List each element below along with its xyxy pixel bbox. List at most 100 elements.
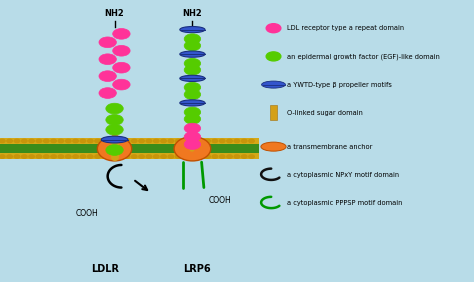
Circle shape bbox=[65, 139, 71, 143]
Circle shape bbox=[109, 139, 115, 143]
Ellipse shape bbox=[97, 136, 132, 161]
Circle shape bbox=[58, 139, 64, 143]
Circle shape bbox=[88, 155, 93, 158]
Ellipse shape bbox=[262, 81, 285, 88]
Circle shape bbox=[184, 41, 201, 51]
Circle shape bbox=[212, 139, 218, 143]
Circle shape bbox=[168, 139, 173, 143]
Circle shape bbox=[95, 155, 100, 158]
Circle shape bbox=[44, 139, 49, 143]
Circle shape bbox=[168, 155, 173, 158]
Circle shape bbox=[95, 139, 100, 143]
Circle shape bbox=[205, 155, 210, 158]
Circle shape bbox=[139, 139, 144, 143]
Circle shape bbox=[113, 79, 130, 90]
Text: a cytoplasmic PPPSP motif domain: a cytoplasmic PPPSP motif domain bbox=[287, 200, 402, 206]
Circle shape bbox=[139, 155, 144, 158]
Circle shape bbox=[219, 155, 225, 158]
Circle shape bbox=[227, 155, 232, 158]
Circle shape bbox=[21, 155, 27, 158]
Circle shape bbox=[113, 28, 130, 39]
Circle shape bbox=[124, 155, 130, 158]
Circle shape bbox=[183, 139, 188, 143]
Text: COOH: COOH bbox=[76, 209, 99, 218]
Circle shape bbox=[184, 89, 201, 100]
Circle shape bbox=[106, 124, 123, 135]
Circle shape bbox=[124, 139, 130, 143]
Circle shape bbox=[7, 139, 12, 143]
Circle shape bbox=[205, 139, 210, 143]
Circle shape bbox=[190, 139, 196, 143]
Circle shape bbox=[234, 155, 240, 158]
Circle shape bbox=[102, 139, 108, 143]
Text: a cytoplasmic NPxY motif domain: a cytoplasmic NPxY motif domain bbox=[287, 172, 400, 178]
Circle shape bbox=[161, 139, 166, 143]
Circle shape bbox=[113, 45, 130, 56]
Circle shape bbox=[184, 34, 201, 44]
Text: an epidermal growth factor (EGF)-like domain: an epidermal growth factor (EGF)-like do… bbox=[287, 53, 440, 60]
Circle shape bbox=[212, 155, 218, 158]
Circle shape bbox=[113, 62, 130, 73]
Circle shape bbox=[249, 155, 254, 158]
Circle shape bbox=[99, 54, 117, 65]
Circle shape bbox=[65, 155, 71, 158]
Circle shape bbox=[106, 145, 123, 155]
Ellipse shape bbox=[180, 51, 205, 57]
Text: LRP6: LRP6 bbox=[183, 264, 211, 274]
Circle shape bbox=[99, 71, 117, 81]
Circle shape bbox=[241, 139, 247, 143]
Circle shape bbox=[88, 139, 93, 143]
Circle shape bbox=[102, 155, 108, 158]
FancyBboxPatch shape bbox=[0, 144, 259, 153]
Circle shape bbox=[131, 139, 137, 143]
Text: COOH: COOH bbox=[209, 196, 231, 205]
Circle shape bbox=[131, 155, 137, 158]
Circle shape bbox=[36, 139, 42, 143]
Circle shape bbox=[21, 139, 27, 143]
FancyBboxPatch shape bbox=[0, 138, 259, 159]
Circle shape bbox=[14, 155, 20, 158]
Circle shape bbox=[36, 155, 42, 158]
Circle shape bbox=[184, 82, 201, 92]
Circle shape bbox=[146, 139, 152, 143]
Circle shape bbox=[266, 52, 281, 61]
Circle shape bbox=[99, 88, 117, 98]
Ellipse shape bbox=[174, 136, 211, 161]
Ellipse shape bbox=[101, 136, 128, 143]
Circle shape bbox=[117, 139, 122, 143]
Circle shape bbox=[175, 139, 181, 143]
Circle shape bbox=[154, 139, 159, 143]
Circle shape bbox=[184, 114, 201, 124]
Circle shape bbox=[183, 155, 188, 158]
Circle shape bbox=[249, 139, 254, 143]
Ellipse shape bbox=[261, 142, 286, 151]
Circle shape bbox=[198, 139, 203, 143]
Circle shape bbox=[44, 155, 49, 158]
Circle shape bbox=[227, 139, 232, 143]
Text: NH2: NH2 bbox=[105, 9, 124, 18]
Circle shape bbox=[80, 139, 86, 143]
Circle shape bbox=[99, 37, 117, 48]
Circle shape bbox=[58, 155, 64, 158]
Circle shape bbox=[219, 139, 225, 143]
Circle shape bbox=[29, 155, 34, 158]
Text: a transmembrane anchor: a transmembrane anchor bbox=[287, 144, 373, 150]
Circle shape bbox=[117, 155, 122, 158]
Circle shape bbox=[266, 24, 281, 33]
Circle shape bbox=[161, 155, 166, 158]
Circle shape bbox=[0, 139, 5, 143]
Circle shape bbox=[51, 139, 56, 143]
Circle shape bbox=[73, 139, 78, 143]
Circle shape bbox=[190, 155, 196, 158]
Circle shape bbox=[51, 155, 56, 158]
Text: NH2: NH2 bbox=[182, 9, 202, 18]
Circle shape bbox=[184, 65, 201, 75]
Circle shape bbox=[184, 139, 201, 149]
Ellipse shape bbox=[180, 75, 205, 81]
Circle shape bbox=[73, 155, 78, 158]
Circle shape bbox=[175, 155, 181, 158]
Text: a YWTD-type β propeller motifs: a YWTD-type β propeller motifs bbox=[287, 81, 392, 88]
Circle shape bbox=[80, 155, 86, 158]
Ellipse shape bbox=[180, 100, 205, 106]
Circle shape bbox=[0, 155, 5, 158]
